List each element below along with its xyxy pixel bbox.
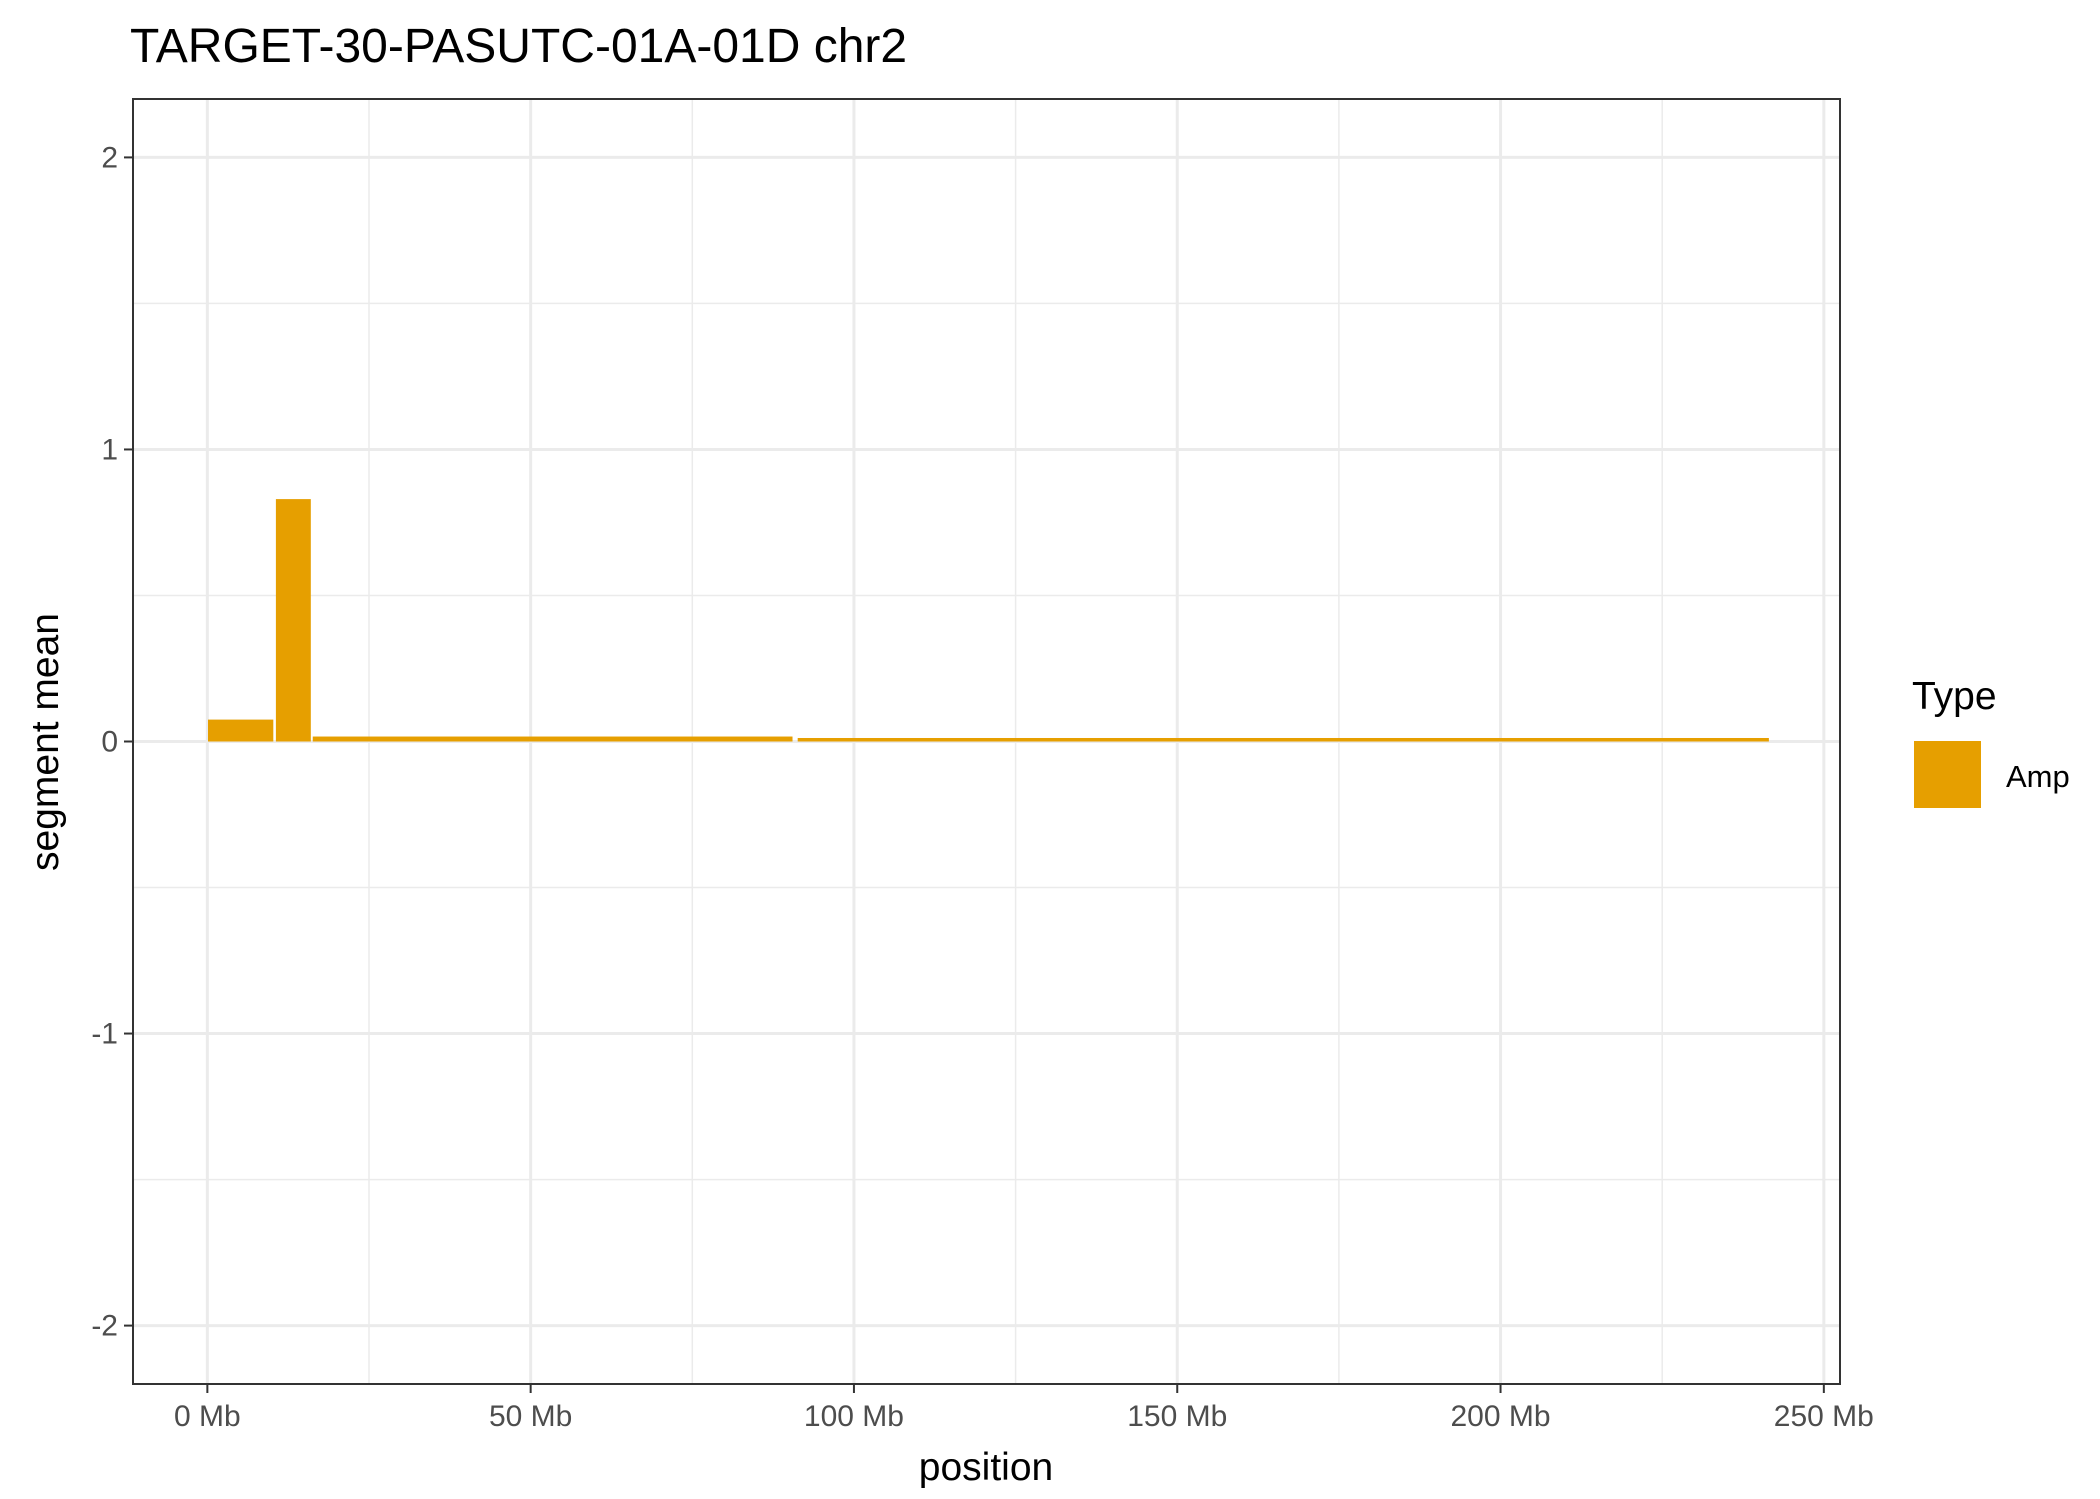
legend-label-amp: Amp <box>2006 759 2070 794</box>
y-tick-label: 0 <box>101 726 118 759</box>
y-axis-title: segment mean <box>24 613 67 871</box>
y-tick-label: 1 <box>101 433 118 466</box>
segment-bar <box>312 736 793 742</box>
y-tick-label: 2 <box>101 141 118 174</box>
y-tick-label: -2 <box>91 1310 118 1343</box>
x-tick-label: 0 Mb <box>174 1400 241 1433</box>
x-tick-label: 50 Mb <box>489 1400 572 1433</box>
segment-bar <box>797 737 1769 742</box>
legend-title: Type <box>1912 675 1997 718</box>
x-axis: 0 Mb 50 Mb 100 Mb 150 Mb 200 Mb 250 Mb <box>174 1384 1874 1433</box>
chart-title: TARGET-30-PASUTC-01A-01D chr2 <box>130 20 907 73</box>
bar-series-amp <box>208 499 1769 742</box>
segment-bar <box>275 499 311 742</box>
x-tick-label: 200 Mb <box>1451 1400 1551 1433</box>
segment-bar <box>208 719 274 742</box>
x-tick-label: 250 Mb <box>1774 1400 1874 1433</box>
y-tick-label: -1 <box>91 1018 118 1051</box>
x-tick-label: 100 Mb <box>804 1400 904 1433</box>
legend-swatch-amp <box>1914 741 1981 808</box>
legend: Type Amp <box>1912 675 2070 808</box>
y-axis: -2 -1 0 1 2 <box>91 141 133 1343</box>
x-axis-title: position <box>919 1446 1053 1489</box>
x-tick-label: 150 Mb <box>1127 1400 1227 1433</box>
